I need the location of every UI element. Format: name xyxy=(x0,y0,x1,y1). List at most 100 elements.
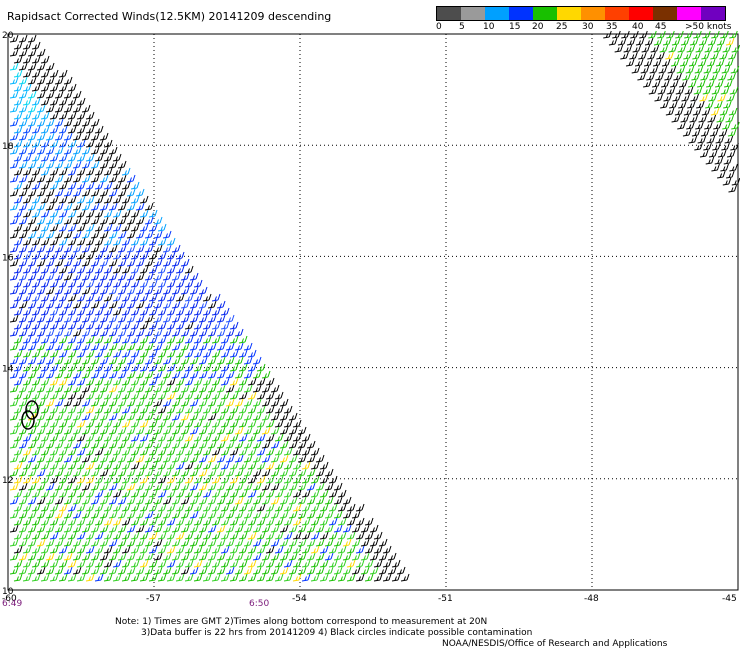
wind-barb xyxy=(677,44,687,53)
wind-barb xyxy=(166,349,176,358)
wind-barb xyxy=(22,433,32,442)
wind-barb xyxy=(301,545,311,554)
wind-barb xyxy=(13,363,23,372)
wind-barb xyxy=(9,188,19,197)
wind-barb xyxy=(175,531,185,540)
wind-barb xyxy=(13,181,23,190)
wind-barb xyxy=(126,440,136,449)
wind-barb xyxy=(31,377,41,386)
wind-barb xyxy=(184,279,194,288)
wind-barb xyxy=(18,300,28,309)
wind-barb xyxy=(717,149,727,158)
wind-barb xyxy=(207,440,217,449)
wind-barb xyxy=(207,538,217,547)
wind-barb xyxy=(81,104,91,113)
wind-barb xyxy=(76,307,86,316)
wind-barb xyxy=(54,524,64,533)
wind-barb xyxy=(157,419,167,428)
wind-barb xyxy=(225,412,235,421)
wind-barb xyxy=(49,335,59,344)
wind-barb xyxy=(13,139,23,148)
wind-barb xyxy=(9,90,19,99)
wind-barb xyxy=(130,461,140,470)
wind-barb xyxy=(22,69,32,78)
wind-barb xyxy=(63,552,73,561)
wind-barb xyxy=(108,258,118,267)
wind-barb xyxy=(139,363,149,372)
wind-barb xyxy=(274,559,284,568)
wind-barb xyxy=(216,538,226,547)
wind-barb xyxy=(112,461,122,470)
wind-barb xyxy=(103,363,113,372)
wind-barb xyxy=(117,230,127,239)
wind-barb xyxy=(85,335,95,344)
wind-barb xyxy=(40,209,50,218)
wind-barb xyxy=(712,65,722,74)
wind-barb xyxy=(54,426,64,435)
wind-barb xyxy=(31,167,41,176)
wind-barb xyxy=(81,132,91,141)
wind-barb xyxy=(234,356,244,365)
wind-barb xyxy=(90,538,100,547)
wind-barb xyxy=(27,468,37,477)
wind-barb xyxy=(288,412,298,421)
wind-barb xyxy=(103,461,113,470)
wind-barb xyxy=(22,335,32,344)
wind-barb xyxy=(54,244,64,253)
wind-barb xyxy=(180,496,190,505)
wind-barb xyxy=(677,121,686,130)
scale-swatch xyxy=(509,7,533,20)
wind-barb xyxy=(63,90,73,99)
wind-barb xyxy=(148,433,158,442)
wind-barb xyxy=(297,552,307,561)
wind-barb xyxy=(9,384,19,393)
wind-barb xyxy=(283,573,293,582)
wind-barb xyxy=(202,503,212,512)
wind-barb xyxy=(649,65,659,74)
wind-barb xyxy=(729,30,738,39)
wind-barb xyxy=(121,209,131,218)
wind-barb xyxy=(81,314,91,323)
wind-barb xyxy=(630,30,639,39)
wind-barb xyxy=(705,100,714,109)
wind-barb xyxy=(54,160,64,169)
wind-barb xyxy=(45,496,55,505)
wind-barb xyxy=(666,30,675,39)
wind-barb xyxy=(85,559,95,568)
wind-barb xyxy=(274,433,284,442)
wind-barb xyxy=(49,349,59,358)
wind-barb xyxy=(229,461,239,470)
wind-barb xyxy=(689,114,699,123)
wind-barb xyxy=(699,93,708,102)
wind-barb xyxy=(58,97,68,106)
wind-barb xyxy=(189,510,199,519)
wind-barb xyxy=(63,230,73,239)
wind-barb xyxy=(279,566,289,575)
wind-barb xyxy=(67,517,77,526)
wind-barb xyxy=(644,37,654,46)
wind-barb xyxy=(126,286,136,295)
wind-barb xyxy=(72,104,82,113)
wind-barb xyxy=(130,405,140,414)
wind-barb xyxy=(157,251,167,260)
wind-barb xyxy=(175,349,185,358)
time-label-start: 6:49 xyxy=(2,599,23,609)
scale-swatch xyxy=(485,7,509,20)
wind-barb xyxy=(9,286,19,295)
scale-label: 0 xyxy=(436,22,442,32)
wind-barb xyxy=(292,503,302,512)
wind-barb xyxy=(45,90,55,99)
wind-barb xyxy=(31,321,41,330)
wind-barb xyxy=(130,559,140,568)
wind-barb xyxy=(355,573,365,582)
wind-barb xyxy=(22,293,32,302)
wind-barb xyxy=(112,321,122,330)
wind-barb xyxy=(211,307,221,316)
wind-barb xyxy=(265,503,275,512)
wind-barb xyxy=(130,349,140,358)
wind-barb xyxy=(112,279,122,288)
wind-barb xyxy=(216,496,226,505)
wind-barb xyxy=(58,153,68,162)
wind-barb xyxy=(207,566,217,575)
wind-barb xyxy=(148,251,158,260)
